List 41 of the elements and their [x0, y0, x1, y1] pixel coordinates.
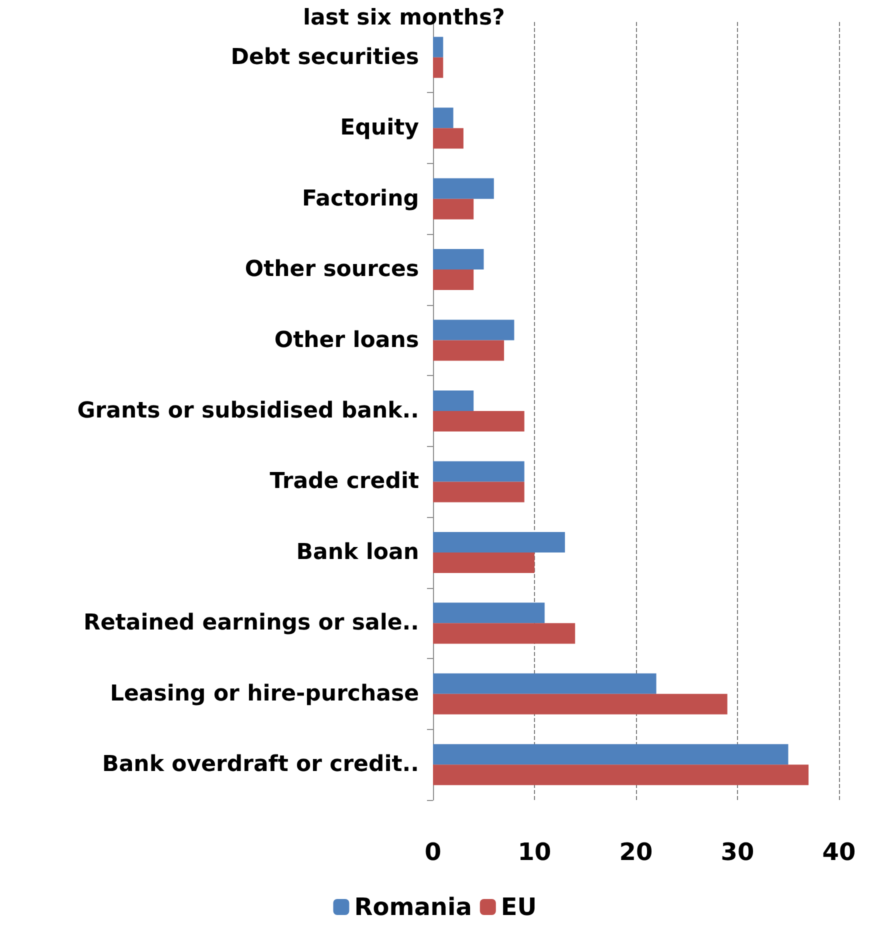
- bar: [433, 128, 464, 149]
- x-tick-label: 30: [720, 838, 754, 866]
- bar: [433, 320, 514, 340]
- bar: [433, 249, 484, 270]
- bar: [433, 552, 534, 573]
- bar: [433, 270, 474, 290]
- bar: [433, 340, 504, 361]
- y-tick-label: Debt securities: [230, 44, 419, 70]
- y-tick-label: Leasing or hire-purchase: [110, 681, 419, 706]
- y-tick-label: Trade credit: [270, 469, 420, 494]
- x-tick-label: 40: [822, 838, 856, 866]
- bar: [433, 57, 444, 78]
- chart-title: last six months?: [303, 6, 505, 30]
- x-tick-label: 0: [424, 838, 442, 866]
- bar: [433, 411, 524, 432]
- bar: [433, 764, 809, 786]
- y-tick-label: Equity: [340, 116, 419, 141]
- legend-label: Romania: [354, 893, 472, 921]
- bar: [433, 602, 545, 624]
- bar: [433, 623, 576, 644]
- bar: [433, 694, 728, 714]
- bar: [433, 461, 524, 482]
- bar: [433, 744, 788, 765]
- x-tick-label: 10: [518, 838, 552, 866]
- bar: [433, 198, 474, 220]
- bar: [433, 482, 524, 502]
- y-tick-label: Retained earnings or sale..: [84, 610, 419, 636]
- bar: [433, 673, 656, 694]
- y-tick-label: Grants or subsidised bank..: [77, 398, 419, 424]
- bar: [433, 36, 444, 58]
- bar: [433, 532, 565, 552]
- y-tick-label: Factoring: [302, 186, 419, 212]
- bar: [433, 390, 474, 411]
- bar: [433, 178, 494, 199]
- x-tick-label: 20: [619, 838, 653, 866]
- legend-label: EU: [500, 893, 537, 921]
- y-tick-label: Other loans: [274, 328, 419, 353]
- y-tick-label: Bank overdraft or credit..: [102, 752, 419, 778]
- y-tick-label: Other sources: [244, 257, 419, 282]
- bar: [433, 108, 454, 128]
- y-tick-label: Bank loan: [296, 540, 419, 565]
